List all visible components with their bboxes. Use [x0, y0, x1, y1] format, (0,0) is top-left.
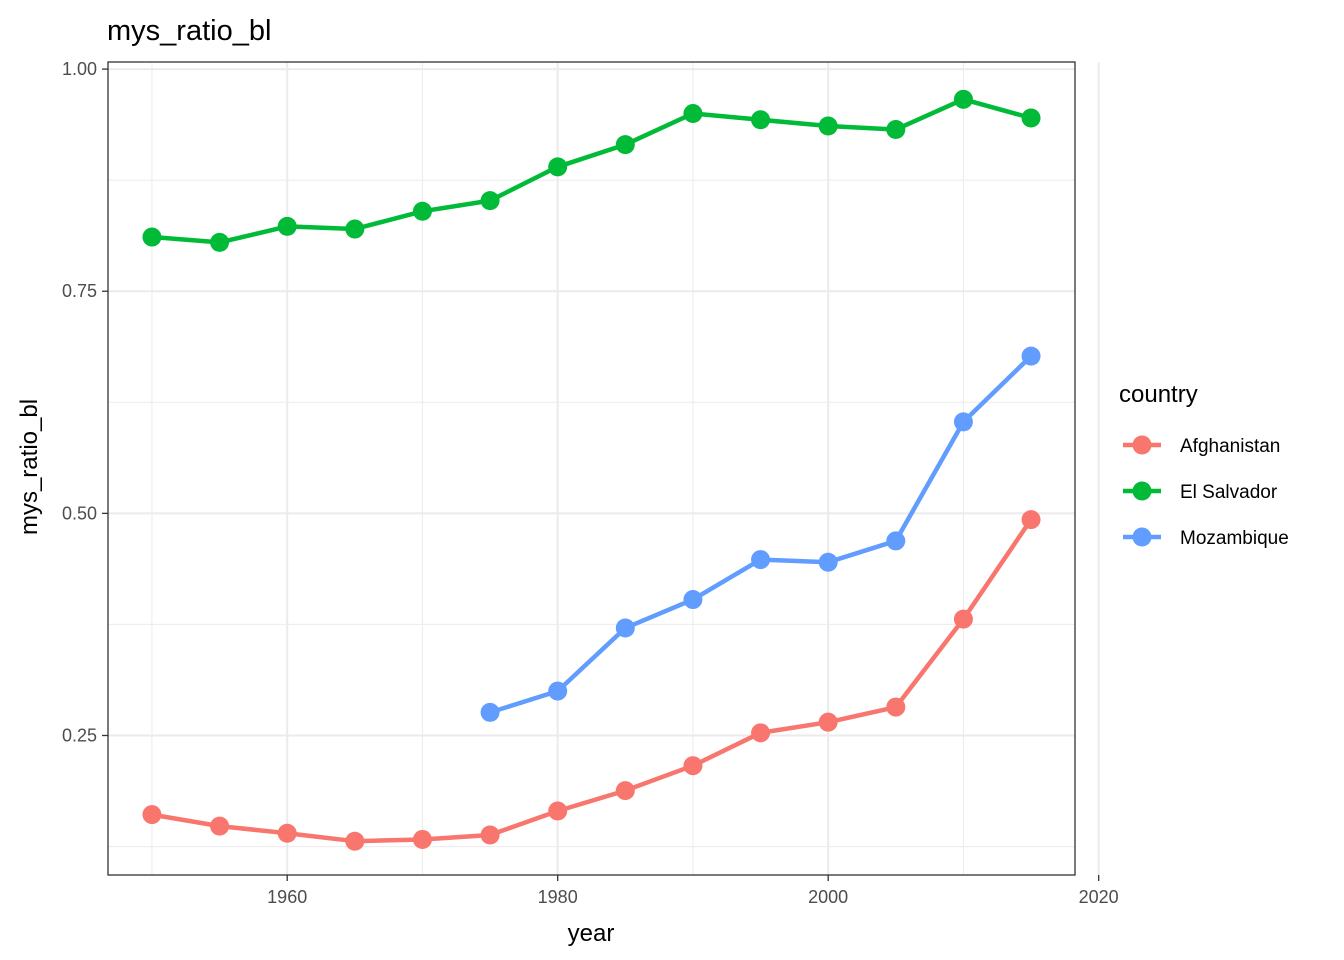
chart-title: mys_ratio_bl — [107, 15, 271, 47]
data-point-el-salvador — [480, 191, 500, 211]
data-point-el-salvador — [683, 104, 703, 124]
legend-label: Afghanistan — [1180, 436, 1280, 457]
data-point-mozambique — [751, 550, 771, 570]
series-line-el-salvador — [149, 97, 1034, 245]
data-point-mozambique — [1021, 346, 1041, 366]
series-line-mozambique — [487, 353, 1034, 715]
data-point-el-salvador — [615, 135, 635, 155]
data-point-afghanistan — [886, 697, 906, 717]
legend-title: country — [1119, 381, 1198, 408]
series-mozambique — [480, 346, 1041, 722]
series-group — [142, 89, 1041, 851]
data-point-el-salvador — [142, 227, 162, 247]
data-point-afghanistan — [412, 829, 432, 849]
x-tick-label: 1980 — [538, 887, 578, 907]
data-point-afghanistan — [345, 831, 365, 851]
data-point-el-salvador — [1021, 108, 1041, 128]
x-axis-ticks: 1960 1980 2000 2020 — [267, 875, 1119, 907]
data-point-el-salvador — [210, 232, 230, 252]
legend-key-point — [1132, 527, 1152, 547]
legend-item-el-salvador: El Salvador — [1123, 481, 1278, 503]
y-tick-label: 1.00 — [62, 59, 97, 79]
data-point-afghanistan — [615, 781, 635, 801]
data-point-el-salvador — [412, 201, 432, 221]
data-point-afghanistan — [1021, 510, 1041, 530]
data-point-mozambique — [480, 702, 500, 722]
y-tick-label: 0.25 — [62, 726, 97, 746]
data-point-el-salvador — [751, 110, 771, 130]
series-el-salvador — [142, 89, 1041, 252]
data-point-afghanistan — [953, 609, 973, 629]
data-point-el-salvador — [886, 120, 906, 140]
x-tick-label: 1960 — [267, 887, 307, 907]
series-afghanistan — [142, 510, 1041, 851]
y-tick-label: 0.75 — [62, 281, 97, 301]
data-point-mozambique — [818, 552, 838, 572]
legend-label: El Salvador — [1180, 482, 1278, 503]
x-axis-title: year — [568, 920, 615, 947]
data-point-afghanistan — [818, 712, 838, 732]
x-tick-label: 2000 — [808, 887, 848, 907]
legend: country Afghanistan El Salvador Mozambique — [1119, 381, 1289, 549]
data-point-afghanistan — [480, 825, 500, 845]
data-point-el-salvador — [953, 89, 973, 109]
legend-item-afghanistan: Afghanistan — [1123, 435, 1280, 457]
data-point-afghanistan — [751, 723, 771, 743]
legend-item-mozambique: Mozambique — [1123, 527, 1289, 549]
plot-panel-border — [107, 61, 1076, 876]
data-point-afghanistan — [277, 823, 297, 843]
data-point-mozambique — [548, 681, 568, 701]
x-tick-label: 2020 — [1079, 887, 1119, 907]
data-point-el-salvador — [818, 116, 838, 136]
data-point-afghanistan — [210, 816, 230, 836]
y-tick-label: 0.50 — [62, 503, 97, 523]
data-point-afghanistan — [683, 756, 703, 776]
data-point-mozambique — [615, 618, 635, 638]
data-point-el-salvador — [548, 157, 568, 177]
grid-lines — [108, 62, 1100, 875]
legend-label: Mozambique — [1180, 528, 1289, 549]
data-point-mozambique — [953, 412, 973, 432]
data-point-afghanistan — [142, 805, 162, 825]
data-point-el-salvador — [345, 219, 365, 239]
data-point-mozambique — [886, 531, 906, 551]
y-axis-title: mys_ratio_bl — [16, 399, 43, 535]
series-line-afghanistan — [149, 517, 1034, 844]
data-point-mozambique — [683, 590, 703, 610]
y-axis-ticks: 0.25 0.50 0.75 1.00 — [62, 59, 108, 746]
legend-key-point — [1132, 435, 1152, 455]
legend-key-point — [1132, 481, 1152, 501]
data-point-el-salvador — [277, 216, 297, 236]
data-point-afghanistan — [548, 801, 568, 821]
